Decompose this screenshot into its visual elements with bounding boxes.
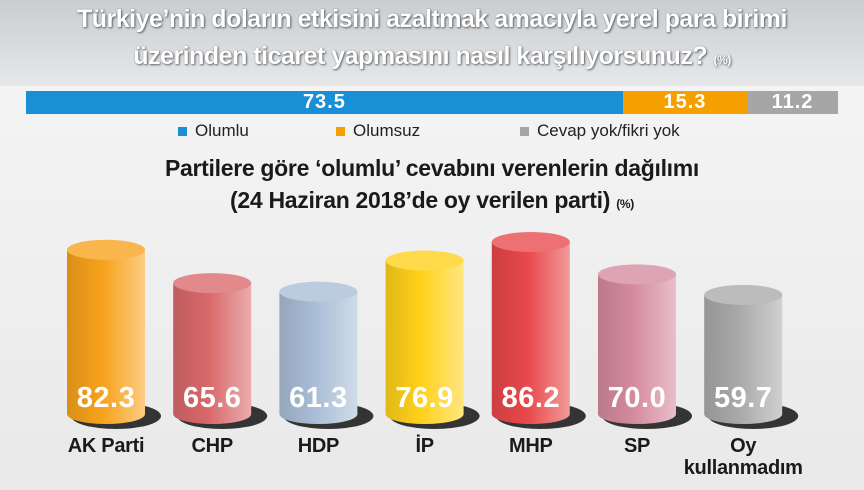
legend-item-olumsuz: Olumsuz xyxy=(336,118,420,144)
stacked-segment-label-olumsuz: 15.3 xyxy=(663,91,707,113)
stacked-segment-olumsuz: 15.3 xyxy=(622,91,748,114)
cylinder-body xyxy=(598,274,676,424)
bar-value-label: 70.0 xyxy=(608,382,666,414)
cylinder-body xyxy=(67,249,145,424)
cylinder-bar-2: 65.6 CHP xyxy=(173,273,268,457)
cylinder-top xyxy=(598,264,676,285)
cylinder-bar-5: 86.2 MHP xyxy=(491,232,586,457)
cylinder-top xyxy=(279,281,358,302)
cylinder-body xyxy=(279,291,358,424)
header-band: Türkiye’nin doların etkisini azaltmak am… xyxy=(0,0,864,86)
bar-value-label: 61.3 xyxy=(289,382,347,414)
subtitle-line-1: Partilere göre ‘olumlu’ cevabını verenle… xyxy=(164,155,700,181)
cylinder-top xyxy=(385,250,464,271)
stacked-bar: 73.5 15.3 11.2 xyxy=(26,91,838,114)
cylinder-top xyxy=(704,284,783,305)
legend-label-cevap-yok: Cevap yok/fikri yok xyxy=(537,121,680,140)
cylinder-bar-1: 82.3 AK Parti xyxy=(67,239,161,457)
category-label: SP xyxy=(624,435,650,457)
cylinder-body xyxy=(491,242,570,424)
main-title-line-1: Türkiye’nin doların etkisini azaltmak am… xyxy=(77,5,787,33)
category-label: MHP xyxy=(509,435,553,457)
category-label: HDP xyxy=(298,435,339,457)
stacked-segment-olumlu: 73.5 xyxy=(26,91,623,114)
legend: Olumlu Olumsuz Cevap yok/fikri yok xyxy=(0,118,864,144)
bar-value-label: 59.7 xyxy=(714,382,772,414)
subtitle-line-2-text: (24 Haziran 2018’de oy verilen parti) xyxy=(230,187,611,213)
stacked-segment-label-cevap-yok: 11.2 xyxy=(771,91,814,113)
legend-label-olumlu: Olumlu xyxy=(195,121,249,140)
bar-value-label: 65.6 xyxy=(183,382,241,414)
cylinder-bar-4: 76.9 İP xyxy=(385,250,480,457)
stacked-segment-cevap-yok: 11.2 xyxy=(747,91,838,114)
bar-value-label: 76.9 xyxy=(395,382,453,414)
bar-value-label: 82.3 xyxy=(77,382,135,414)
main-title-line-2: üzerinden ticaret yapmasını nasıl karşıl… xyxy=(0,42,864,71)
cylinder-bar-3: 61.3 HDP xyxy=(279,281,374,457)
legend-item-olumlu: Olumlu xyxy=(178,118,249,144)
main-title-unit: (%) xyxy=(713,53,732,67)
cylinder-top xyxy=(491,232,570,252)
category-label: Oy xyxy=(730,435,757,457)
legend-label-olumsuz: Olumsuz xyxy=(353,121,421,140)
main-title-line-2-text: üzerinden ticaret yapmasını nasıl karşıl… xyxy=(133,42,708,70)
bar-value-label: 86.2 xyxy=(502,382,560,414)
category-label: İP xyxy=(415,434,433,457)
legend-swatch-olumsuz xyxy=(336,126,345,136)
cylinder-bar-6: 70.0 SP xyxy=(598,264,692,457)
subtitle-line-2: (24 Haziran 2018’de oy verilen parti) (%… xyxy=(0,187,864,214)
subtitle-unit: (%) xyxy=(616,197,634,211)
cylinder-body xyxy=(385,260,464,424)
category-label: kullanmadım xyxy=(684,457,803,479)
category-label: CHP xyxy=(192,435,233,457)
cylinder-body xyxy=(704,294,783,424)
legend-swatch-olumlu xyxy=(178,126,187,136)
legend-item-cevap-yok: Cevap yok/fikri yok xyxy=(520,118,680,144)
cylinder-body xyxy=(173,283,252,424)
cylinder-top xyxy=(67,239,145,260)
category-label: AK Parti xyxy=(68,435,145,457)
legend-swatch-cevap-yok xyxy=(520,126,529,136)
cylinder-top xyxy=(173,273,252,294)
stacked-segment-label-olumlu: 73.5 xyxy=(302,91,346,113)
